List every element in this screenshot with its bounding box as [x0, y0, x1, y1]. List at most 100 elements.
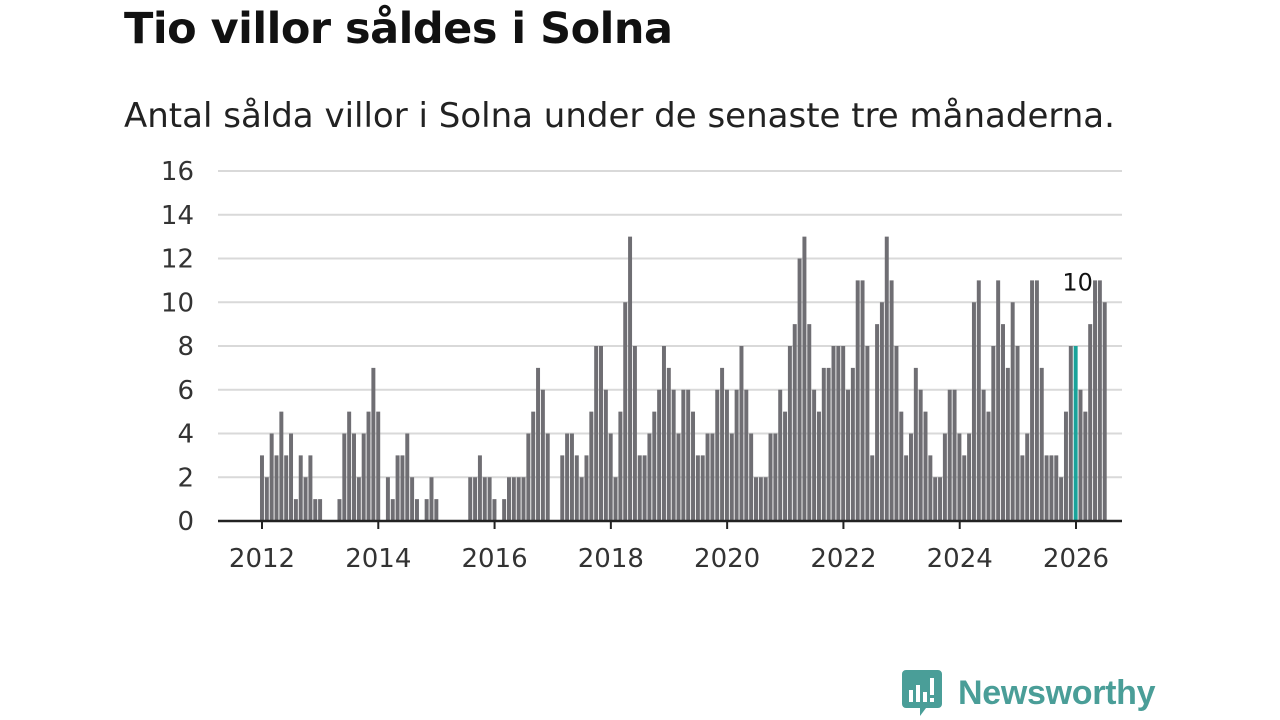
bar: [395, 455, 400, 522]
bar: [695, 455, 700, 522]
bar: [1010, 302, 1015, 521]
bar: [274, 455, 279, 522]
bar: [264, 477, 269, 521]
bar: [289, 433, 294, 521]
bar: [855, 280, 860, 522]
bar: [337, 499, 342, 522]
bar: [594, 346, 599, 521]
bar: [565, 433, 570, 521]
bar: [516, 477, 521, 521]
bar: [836, 346, 841, 521]
axes: [218, 519, 1122, 529]
bar: [981, 389, 986, 521]
bar: [889, 280, 894, 522]
bar: [313, 499, 318, 522]
bar: [904, 455, 909, 522]
bar: [705, 433, 710, 521]
bar: [850, 367, 855, 522]
x-tick-label: 2020: [694, 544, 760, 574]
bar: [318, 499, 323, 522]
bar: [492, 499, 497, 522]
bar: [618, 411, 623, 522]
bar: [623, 302, 628, 521]
bar: [792, 324, 797, 522]
bar: [298, 455, 303, 522]
bar: [536, 367, 541, 522]
bar: [1001, 324, 1005, 522]
bar: [390, 499, 395, 522]
bar: [507, 477, 511, 521]
bar: [410, 477, 415, 521]
bar: [710, 433, 715, 521]
bar: [569, 433, 574, 521]
bars: [259, 236, 1107, 522]
bar: [424, 499, 429, 522]
x-tick-label: 2016: [461, 544, 527, 574]
bar: [1015, 346, 1020, 521]
bar: [259, 455, 264, 522]
bar: [758, 477, 763, 521]
bar: [754, 477, 758, 521]
bar: [802, 236, 807, 522]
bar: [657, 389, 662, 521]
bar: [434, 499, 439, 522]
bar: [356, 477, 361, 521]
bar: [584, 455, 589, 522]
bar: [1097, 280, 1102, 522]
y-tick-label: 8: [177, 332, 194, 362]
bar: [531, 411, 536, 522]
bar: [938, 477, 943, 521]
bar: [865, 346, 870, 521]
newsworthy-logo[interactable]: Newsworthy: [902, 670, 1156, 716]
bar: [429, 477, 434, 521]
bar: [797, 258, 802, 521]
bar: [846, 389, 850, 521]
bar: [545, 433, 550, 521]
bar: [279, 411, 284, 522]
bar: [371, 367, 376, 522]
bar-chart-logo-icon: [902, 670, 942, 716]
bar: [482, 477, 487, 521]
bar: [976, 280, 981, 522]
bar: [986, 411, 991, 522]
bar: [749, 433, 754, 521]
bar: [933, 477, 938, 521]
bar: [942, 433, 947, 521]
y-tick-label: 4: [177, 420, 194, 450]
bar: [971, 302, 976, 521]
bar: [511, 477, 516, 521]
bar: [414, 499, 419, 522]
bar: [831, 346, 836, 521]
bar: [1005, 367, 1010, 522]
bar: [1063, 411, 1068, 522]
x-tick-label: 2018: [578, 544, 644, 574]
y-tick-label: 16: [161, 157, 194, 187]
bar: [1034, 280, 1039, 522]
bar: [773, 433, 778, 521]
bar: [807, 324, 812, 522]
bar: [952, 389, 957, 521]
bar: [376, 411, 381, 522]
bar: [366, 411, 371, 522]
bar: [821, 367, 826, 522]
x-tick-label: 2026: [1043, 544, 1109, 574]
bar: [293, 499, 298, 522]
bar: [652, 411, 657, 522]
bar: [269, 433, 274, 521]
bar: [729, 433, 734, 521]
bar: [628, 236, 633, 522]
bar: [1044, 455, 1049, 522]
highlight-value-label: 10: [1062, 268, 1093, 296]
x-tick-label: 2022: [810, 544, 876, 574]
bar: [841, 346, 846, 521]
y-tick-label: 2: [177, 463, 194, 493]
bar: [879, 302, 884, 521]
bar: [473, 477, 478, 521]
bar: [1083, 411, 1088, 522]
bar: [385, 477, 390, 521]
y-tick-label: 6: [177, 376, 194, 406]
bar: [521, 477, 526, 521]
bar: [574, 455, 579, 522]
bar: [468, 477, 473, 521]
